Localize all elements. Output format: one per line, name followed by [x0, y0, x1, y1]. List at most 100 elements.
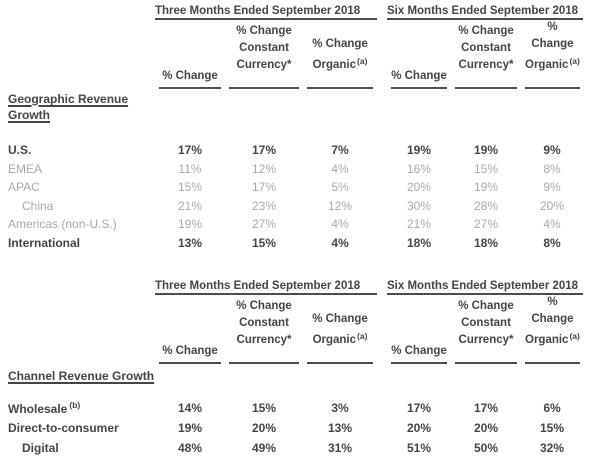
constant-currency-line2: Constant: [461, 317, 511, 329]
row-label: International: [8, 235, 81, 250]
geo-section-row: Geographic Revenue Growth: [8, 89, 600, 141]
value-cell: 8%: [543, 235, 561, 250]
chan-6m-pct-change-header: % Change: [387, 295, 451, 364]
organic-line1: % Change: [312, 38, 368, 50]
value-cell: 31%: [327, 441, 353, 455]
chan-3m-organic-header: % Change Organic(a): [303, 295, 377, 364]
value-cell: 20%: [406, 421, 432, 435]
value-cell: 4%: [331, 235, 349, 250]
value-cell: 12%: [251, 161, 277, 176]
chan-3m-constant-currency-header: % Change Constant Currency*: [225, 295, 303, 364]
value-cell: 20%: [251, 421, 277, 435]
constant-currency-line1: % Change: [236, 25, 292, 37]
value-cell: 17%: [406, 401, 432, 415]
constant-currency-line3: Currency*: [458, 59, 514, 71]
value-cell: 15%: [251, 401, 277, 415]
organic-line2: Organic(a): [312, 56, 368, 71]
value-cell: 11%: [178, 161, 202, 176]
geo-6m-constant-currency-header: % Change Constant Currency*: [451, 20, 521, 89]
table-spacer: [8, 252, 600, 278]
constant-currency-line2: Constant: [239, 42, 289, 54]
value-cell: 49%: [251, 441, 277, 455]
organic-line1: % Change: [531, 21, 574, 50]
chan-group-header-row: Three Months Ended September 2018 Six Mo…: [8, 278, 600, 295]
row-label: Digital: [22, 441, 59, 455]
value-cell: 14%: [177, 401, 203, 415]
value-cell: 17%: [473, 401, 499, 415]
footnote-b-marker: (b): [69, 400, 81, 410]
value-cell: 21%: [406, 217, 432, 232]
organic-line2: Organic(a): [525, 56, 580, 71]
constant-currency-line3: Currency*: [458, 334, 514, 346]
value-cell: 9%: [543, 143, 561, 158]
value-cell: 50%: [473, 441, 499, 455]
value-cell: 9%: [543, 180, 561, 195]
chan-6m-organic-header: % Change Organic(a): [521, 295, 583, 364]
constant-currency-line2: Constant: [461, 42, 511, 54]
organic-line2: Organic(a): [525, 331, 580, 346]
value-cell: 20%: [406, 180, 432, 195]
value-cell: 5%: [331, 180, 349, 195]
chan-section-title: Channel Revenue Growth: [8, 369, 155, 383]
value-cell: 13%: [177, 235, 203, 250]
chan-section-row: Channel Revenue Growth: [8, 364, 600, 398]
constant-currency-line1: % Change: [458, 300, 514, 312]
footnote-a-marker: (a): [357, 331, 368, 341]
value-cell: 17%: [251, 143, 277, 158]
organic-line1: % Change: [531, 296, 574, 325]
constant-currency-line2: Constant: [239, 317, 289, 329]
value-cell: 20%: [473, 421, 499, 435]
row-label: EMEA: [8, 161, 43, 176]
value-cell: 4%: [543, 217, 561, 232]
value-cell: 30%: [406, 198, 432, 213]
pct-change-label: % Change: [391, 70, 447, 82]
constant-currency-line1: % Change: [458, 25, 514, 37]
geo-group-header-row: Three Months Ended September 2018 Six Mo…: [8, 3, 600, 20]
value-cell: 17%: [251, 180, 277, 195]
value-cell: 28%: [473, 198, 499, 213]
value-cell: 6%: [543, 401, 561, 415]
geo-group-header-six-months: Six Months Ended September 2018: [387, 5, 583, 20]
table-row-us: U.S. 17% 17% 7% 19% 19% 9%: [8, 141, 600, 160]
value-cell: 48%: [177, 441, 203, 455]
footnote-a-marker: (a): [357, 56, 368, 66]
table-row-americas: Americas (non-U.S.) 19% 27% 4% 21% 27% 4…: [8, 215, 600, 234]
row-label: Americas (non-U.S.): [8, 217, 117, 232]
column-gap: [377, 20, 387, 89]
chan-group-header-three-months: Three Months Ended September 2018: [155, 280, 377, 295]
table-row-wholesale: Wholesale (b) 14% 15% 3% 17% 17% 6%: [8, 398, 600, 418]
empty-corner-cell: [8, 295, 155, 364]
chan-3m-pct-change-header: % Change: [155, 295, 225, 364]
table-row-apac: APAC 15% 17% 5% 20% 19% 9%: [8, 178, 600, 197]
value-cell: 20%: [539, 198, 565, 213]
value-cell: 27%: [251, 217, 277, 232]
value-cell: 18%: [473, 235, 499, 250]
value-cell: 27%: [473, 217, 499, 232]
empty-corner-cell: [8, 20, 155, 89]
value-cell: 32%: [539, 441, 565, 455]
row-label: China: [22, 198, 54, 213]
pct-change-label: % Change: [391, 345, 447, 357]
value-cell: 12%: [327, 198, 353, 213]
table-row-china: China 21% 23% 12% 30% 28% 20%: [8, 197, 600, 216]
value-cell: 19%: [473, 143, 499, 158]
row-label: U.S.: [8, 143, 32, 158]
value-cell: 51%: [406, 441, 432, 455]
value-cell: 19%: [406, 143, 432, 158]
geo-6m-organic-header: % Change Organic(a): [521, 20, 583, 89]
organic-line1: % Change: [312, 313, 368, 325]
value-cell: 16%: [406, 161, 432, 176]
value-cell: 17%: [177, 143, 203, 158]
row-label: APAC: [8, 180, 40, 195]
row-label: Direct-to-consumer: [8, 421, 119, 435]
value-cell: 4%: [331, 217, 349, 232]
table-row-emea: EMEA 11% 12% 4% 16% 15% 8%: [8, 160, 600, 179]
value-cell: 15%: [539, 421, 565, 435]
value-cell: 19%: [473, 180, 499, 195]
pct-change-label: % Change: [162, 345, 218, 357]
value-cell: 23%: [251, 198, 277, 213]
row-label: Wholesale (b): [8, 400, 81, 416]
geo-section-title: Geographic Revenue Growth: [8, 92, 129, 122]
geo-sub-header-row: % Change % Change Constant Currency* % C…: [8, 20, 600, 89]
chan-sub-header-row: % Change % Change Constant Currency* % C…: [8, 295, 600, 364]
